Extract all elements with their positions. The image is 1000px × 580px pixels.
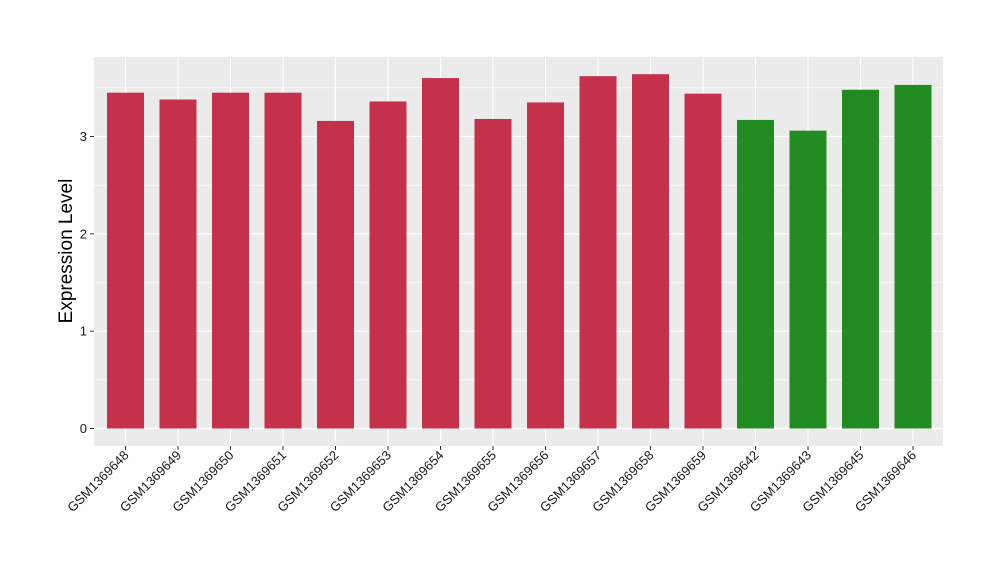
bars <box>107 74 932 429</box>
bar <box>107 92 144 429</box>
bar <box>579 76 617 429</box>
y-tick-label: 0 <box>80 421 87 436</box>
y-tick-label: 3 <box>80 129 87 144</box>
bar <box>264 92 302 429</box>
bar <box>632 74 669 429</box>
bar <box>684 93 722 429</box>
bar <box>474 118 512 429</box>
bar <box>317 120 354 429</box>
y-axis: 0 1 2 3 <box>80 129 94 436</box>
y-tick-label: 2 <box>80 226 87 241</box>
bar <box>159 99 197 429</box>
bar <box>789 130 827 429</box>
bar <box>369 101 407 429</box>
bar <box>212 92 249 429</box>
y-tick-label: 1 <box>80 324 87 339</box>
x-axis: GSM1369648GSM1369649GSM1369650GSM1369651… <box>64 446 919 515</box>
bar <box>894 84 932 429</box>
bar <box>422 78 459 429</box>
y-axis-title: Expression Level <box>56 179 77 324</box>
bar <box>737 119 774 429</box>
bar <box>527 102 564 429</box>
bar <box>842 89 879 429</box>
